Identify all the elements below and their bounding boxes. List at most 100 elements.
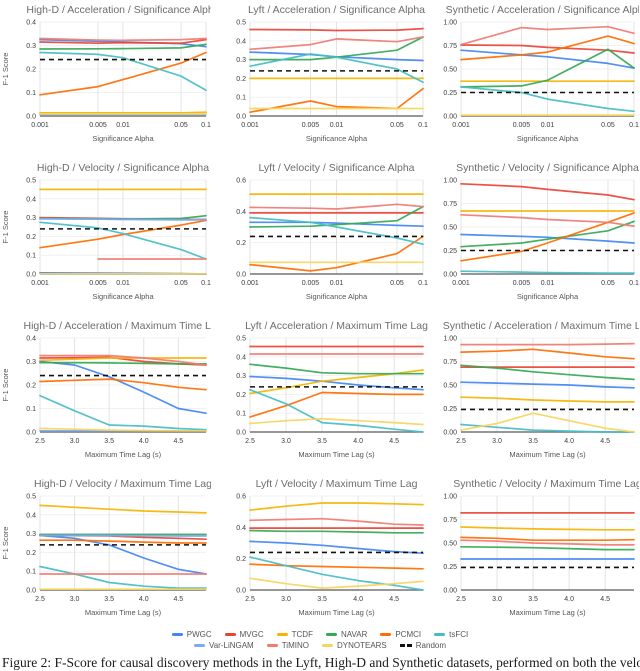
line-swatch-DYNOTEARS <box>321 644 333 647</box>
x-tick-label: 0.001 <box>452 122 470 129</box>
series-line-PWGC <box>39 534 207 575</box>
line-swatch-TiMINO <box>266 644 278 647</box>
y-tick-label: 0.75 <box>443 201 457 208</box>
y-axis-label: F-1 Score <box>1 369 10 402</box>
y-tick-label: 0.4 <box>236 209 246 216</box>
x-tick-label: 0.005 <box>89 280 107 287</box>
legend-item-MVGC: MVGC <box>224 630 264 639</box>
line-chart: Lyft / Acceleration / Maximum Time Lag 0.… <box>236 320 428 459</box>
y-tick-label: 0.4 <box>236 354 246 361</box>
x-tick-label: 2.5 <box>456 596 466 603</box>
y-axis-label: F-1 Score <box>1 527 10 560</box>
y-tick-label: 0.00 <box>443 430 457 437</box>
series-line-PWGC <box>460 49 635 69</box>
x-tick-label: 4.0 <box>139 596 149 603</box>
line-swatch-VarLiNGAM <box>193 644 205 647</box>
legend-label: MVGC <box>239 630 264 639</box>
x-tick-label: 0.001 <box>241 280 259 287</box>
series-line-PWGC <box>249 221 424 228</box>
y-tick-label: 0.50 <box>443 541 457 548</box>
x-tick-label: 0.1 <box>418 122 428 129</box>
y-tick-label: 0.0 <box>26 272 36 279</box>
x-tick-label: 2.5 <box>35 596 45 603</box>
series-line-MVGC <box>39 38 207 45</box>
chart-cell-11: Synthetic / Velocity / Maximum Time Lag 0… <box>428 476 639 626</box>
x-tick-label: 0.01 <box>116 280 130 287</box>
y-tick-label: 0.50 <box>443 383 457 390</box>
x-tick-label: 0.005 <box>513 122 531 129</box>
series-line-tsFCI <box>460 270 635 274</box>
x-tick-label: 2.5 <box>245 438 255 445</box>
y-tick-label: 0.50 <box>443 225 457 232</box>
x-tick-label: 0.1 <box>418 280 428 287</box>
y-tick-label: 1.00 <box>443 494 457 501</box>
x-axis-label: Significance Alpha <box>92 134 154 143</box>
series-line-NAVAR <box>460 545 635 551</box>
series-line-TCDF <box>460 396 635 403</box>
y-tick-label: 0.1 <box>26 569 36 576</box>
series-line-PCMCI <box>460 212 635 262</box>
x-tick-label: 0.005 <box>89 122 107 129</box>
legend-label: TCDF <box>291 630 313 639</box>
legend-item-DYNOTEARS: DYNOTEARS <box>321 641 387 650</box>
x-axis-label: Significance Alpha <box>517 292 579 301</box>
x-tick-label: 4.0 <box>353 596 363 603</box>
chart-title: Lyft / Velocity / Significance Alpha <box>258 162 414 174</box>
series-line-TiMINO <box>39 354 207 366</box>
y-tick-label: 0.0 <box>26 114 36 121</box>
x-tick-label: 2.5 <box>35 438 45 445</box>
y-tick-label: 0.0 <box>26 588 36 595</box>
x-tick-label: 0.01 <box>116 122 130 129</box>
y-tick-label: 0.2 <box>26 67 36 74</box>
x-tick-label: 0.001 <box>452 280 470 287</box>
series-line-MVGC <box>249 27 424 32</box>
series-line-tsFCI <box>460 86 635 113</box>
x-tick-label: 0.001 <box>31 122 49 129</box>
x-tick-label: 0.005 <box>302 280 320 287</box>
series-line-TCDF <box>460 526 635 531</box>
y-tick-label: 0.2 <box>26 383 36 390</box>
y-tick-label: 0.2 <box>236 556 246 563</box>
figure-caption: Figure 2: F-Score for causal discovery m… <box>2 655 640 670</box>
y-tick-label: 0.1 <box>26 253 36 260</box>
series-line-NAVAR <box>249 205 424 228</box>
chart-cell-3: High-D / Velocity / Significance Alpha 0.… <box>0 160 211 310</box>
y-tick-label: 0.0 <box>236 430 246 437</box>
legend-label: PWGC <box>186 630 212 639</box>
legend-row-2: Var-LiNGAM TiMINO DYNOTEARS Random <box>0 640 640 651</box>
chart-title: High-D / Acceleration / Significance Alp… <box>26 4 211 16</box>
chart-cell-9: High-D / Velocity / Maximum Time Lag 0.0 0… <box>0 476 211 626</box>
legend-label: Var-LiNGAM <box>208 641 254 650</box>
x-tick-label: 0.05 <box>174 122 188 129</box>
series-line-NAVAR <box>460 220 635 248</box>
x-tick-label: 0.05 <box>601 122 615 129</box>
line-swatch-tsFCI <box>434 633 446 636</box>
y-tick-label: 0.5 <box>26 178 36 185</box>
x-tick-label: 3.0 <box>70 438 80 445</box>
series-line-PCMCI <box>460 35 635 61</box>
line-chart: Synthetic / Velocity / Maximum Time Lag 0… <box>443 478 639 617</box>
x-tick-label: 0.1 <box>629 280 639 287</box>
x-tick-label: 3.0 <box>70 596 80 603</box>
line-swatch-PWGC <box>171 633 183 636</box>
series-line-TiMINO <box>460 342 635 346</box>
legend-label: TiMINO <box>281 641 309 650</box>
y-tick-label: 0.3 <box>236 373 246 380</box>
series-line-tsFCI <box>460 423 635 433</box>
chart-cell-6: High-D / Acceleration / Maximum Time Lag… <box>0 318 211 468</box>
dashed-line-swatch <box>406 644 412 647</box>
chart-cell-7: Lyft / Acceleration / Maximum Time Lag 0.… <box>217 318 428 468</box>
x-tick-label: 0.01 <box>330 122 344 129</box>
chart-cell-8: Synthetic / Acceleration / Maximum Time … <box>428 318 639 468</box>
series-line-tsFCI <box>39 565 207 589</box>
y-tick-label: 0.2 <box>236 240 246 247</box>
x-tick-label: 0.05 <box>601 280 615 287</box>
series-line-PCMCI <box>460 348 635 360</box>
y-tick-label: 0.4 <box>236 525 246 532</box>
legend-item-NAVAR: NAVAR <box>325 630 367 639</box>
y-tick-label: 0.00 <box>443 114 457 121</box>
y-tick-label: 0.4 <box>236 38 246 45</box>
series-line-tsFCI <box>39 394 207 431</box>
y-tick-label: 0.1 <box>236 95 246 102</box>
